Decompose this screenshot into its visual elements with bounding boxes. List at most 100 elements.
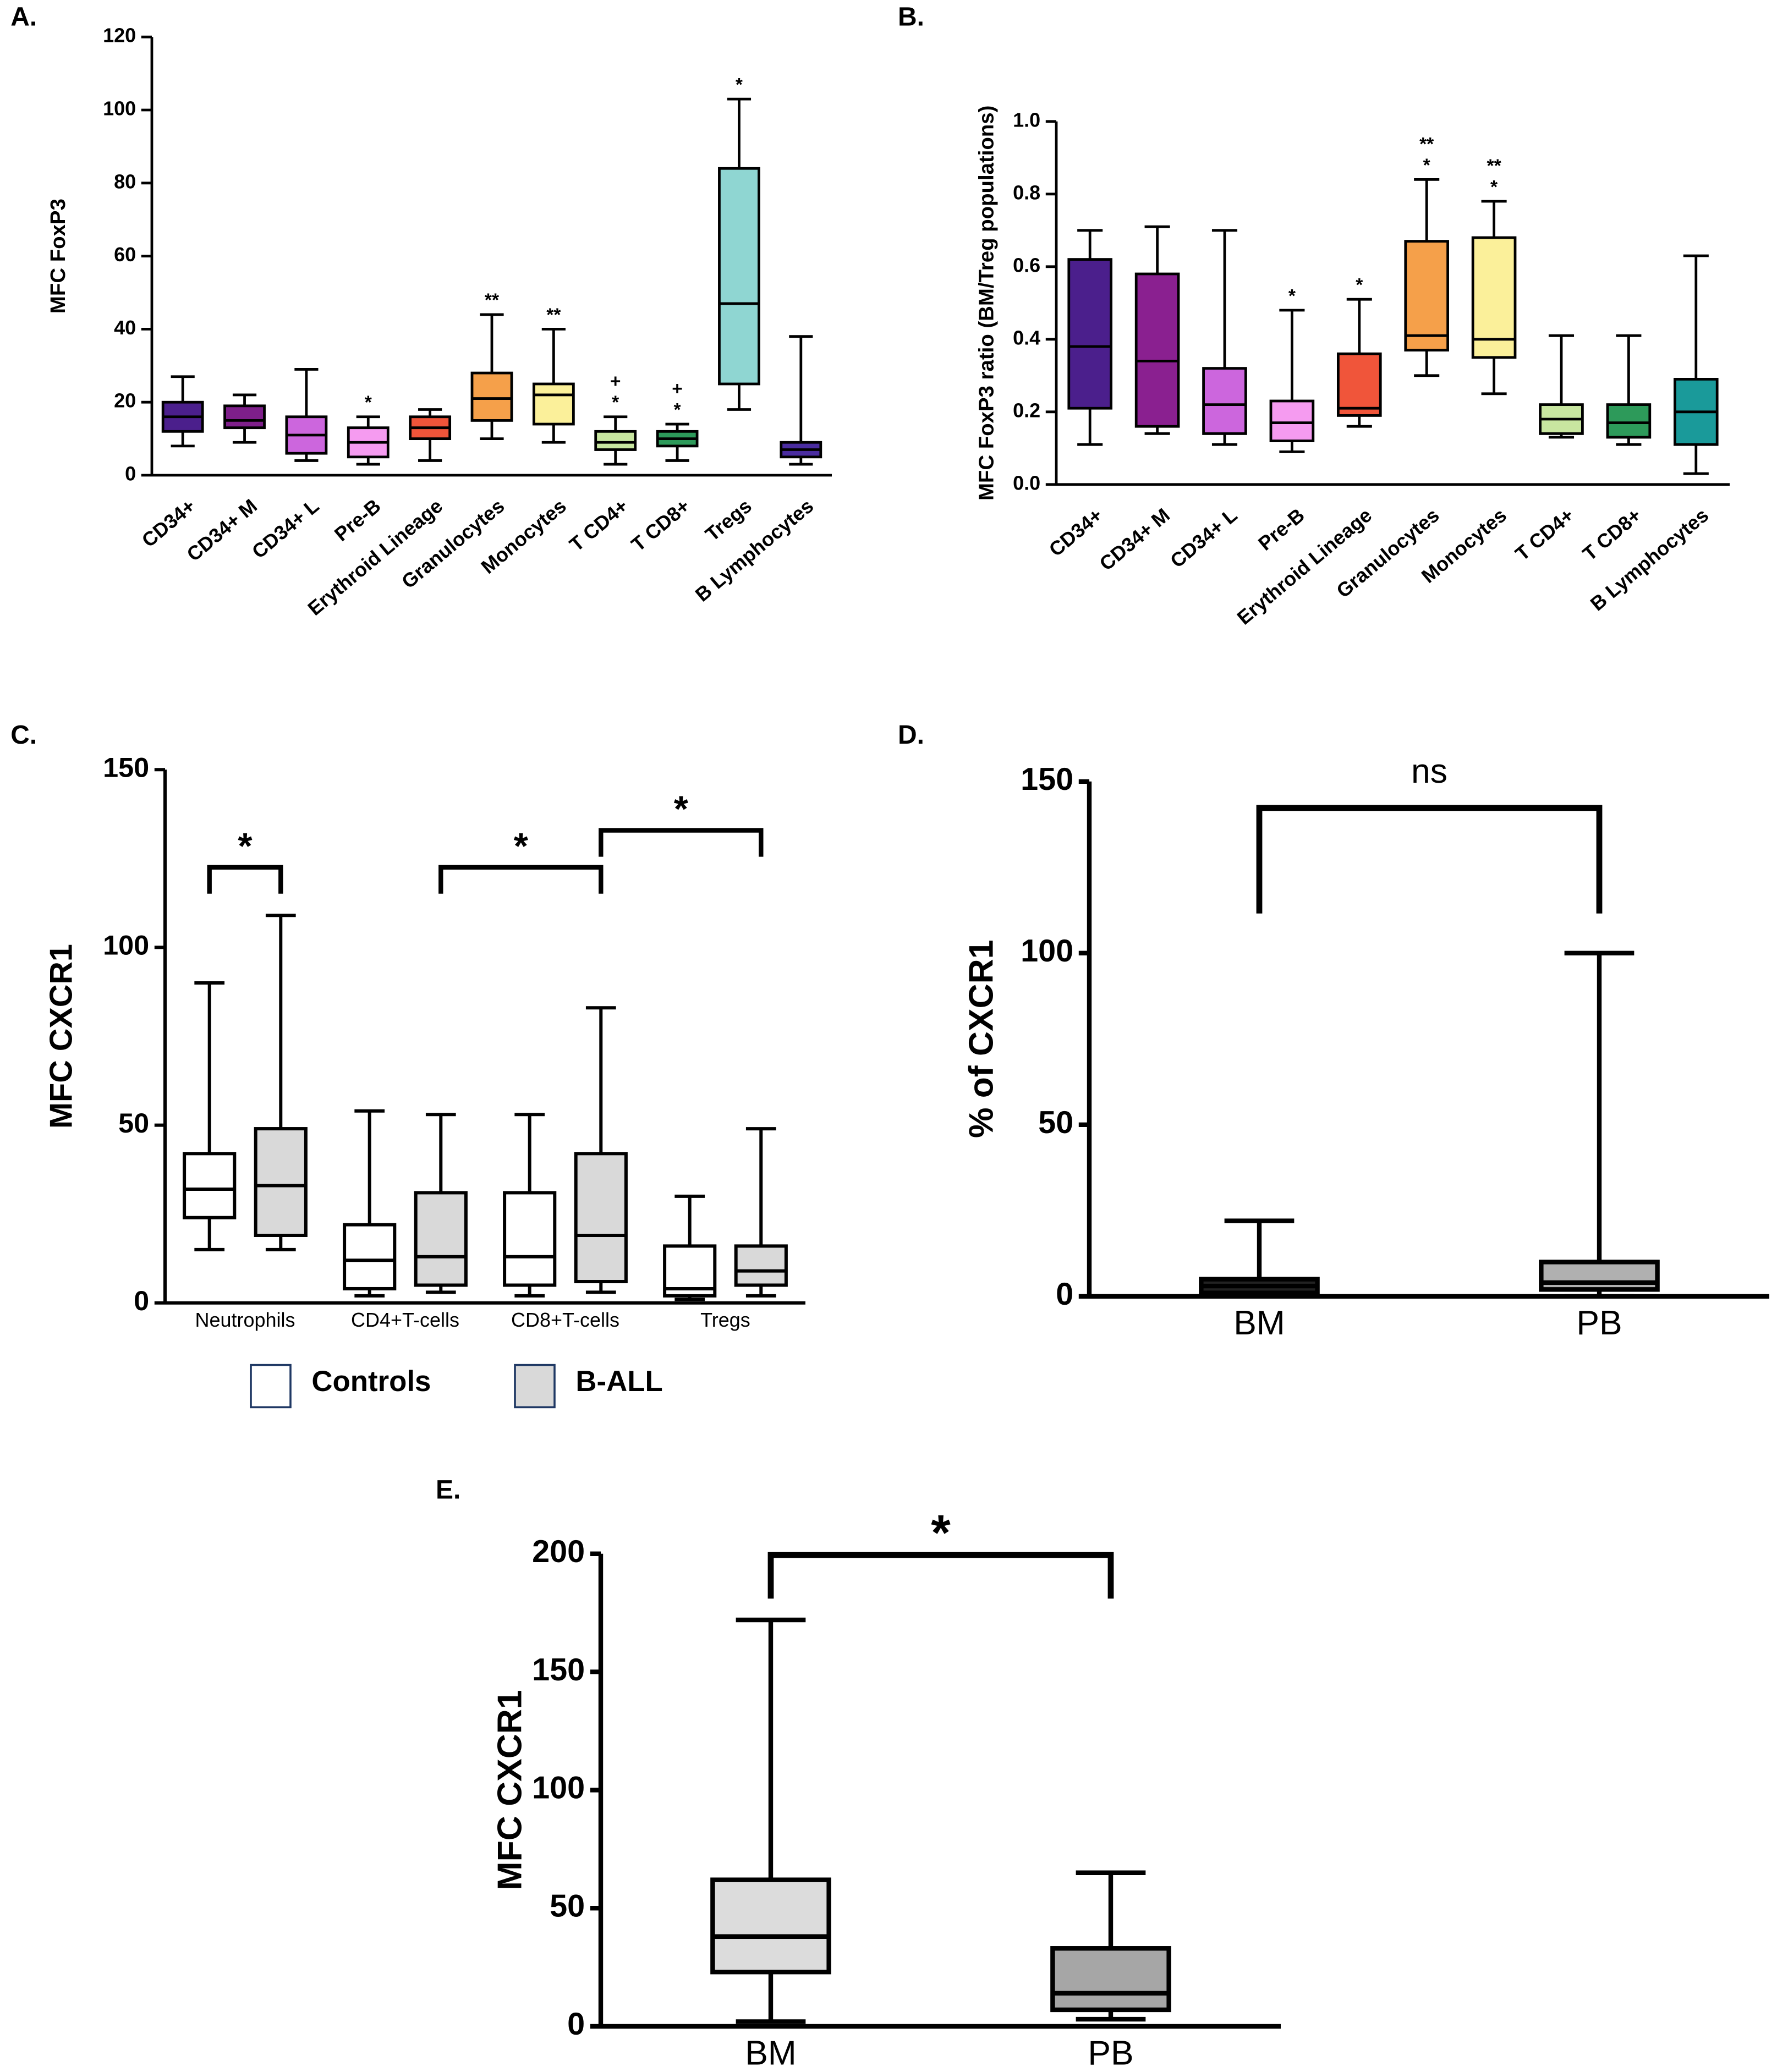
y-tick-label: 0 (125, 463, 136, 485)
box (1404, 240, 1449, 352)
x-tick-label: Neutrophils (195, 1309, 295, 1331)
panel-label: A. (10, 2, 37, 31)
x-tick-label: CD34+ L (1166, 504, 1241, 573)
x-tick-label: T CD4+ (565, 494, 632, 556)
y-axis-title: MFC CXCR1 (491, 1690, 529, 1890)
y-axis-title: MFC FoxP3 (46, 199, 70, 314)
y-tick-label: 150 (532, 1652, 585, 1688)
y-tick-label: 1.0 (1013, 108, 1040, 131)
significance-mark: + (672, 379, 683, 399)
x-tick-label: CD8+T-cells (511, 1309, 619, 1331)
y-axis-title: % of CXCR1 (962, 940, 1000, 1138)
box (718, 167, 760, 386)
x-tick-label: T CD8+ (627, 494, 694, 556)
x-tick-label: CD34+ M (1095, 504, 1174, 575)
significance-mark: * (674, 400, 682, 420)
y-tick-label: 80 (114, 170, 136, 193)
y-tick-label: 100 (103, 97, 136, 120)
panel-label: C. (10, 721, 37, 750)
y-tick-label: 120 (103, 24, 136, 47)
x-tick-label: BM (745, 2034, 797, 2072)
legend-swatch (250, 1364, 292, 1409)
x-tick-label: CD34+ L (248, 494, 323, 563)
x-tick-label: CD4+T-cells (351, 1309, 459, 1331)
bracket-label: * (238, 826, 253, 867)
y-tick-label: 40 (114, 316, 136, 339)
x-tick-label: B Lymphocytes (1586, 504, 1713, 615)
significance-mark: * (612, 393, 619, 413)
bracket-label: * (514, 826, 529, 867)
box (1067, 258, 1112, 410)
box (710, 1877, 831, 1975)
box (414, 1191, 468, 1287)
y-tick-label: 150 (103, 752, 149, 783)
box (503, 1191, 557, 1287)
box (594, 430, 637, 451)
legend-label: B-ALL (575, 1365, 662, 1398)
box (343, 1223, 397, 1290)
y-tick-label: 0.2 (1013, 399, 1040, 421)
box (1471, 236, 1517, 359)
significance-mark: * (736, 75, 743, 95)
y-tick-label: 100 (532, 1771, 585, 1806)
significance-bracket (207, 865, 283, 894)
y-tick-label: 0 (1056, 1277, 1073, 1312)
x-tick-label: Tregs (700, 1309, 750, 1331)
bracket-label: * (674, 789, 689, 830)
significance-bracket (767, 1552, 1114, 1599)
box (574, 1152, 628, 1284)
y-axis-title: MFC FoxP3 ratio (BM/Treg populations) (974, 106, 998, 501)
y-tick-label: 0.0 (1013, 471, 1040, 494)
significance-mark: * (1423, 155, 1431, 175)
y-tick-label: 50 (1038, 1105, 1073, 1140)
panel-label: E. (436, 1476, 460, 1505)
significance-mark: ** (1419, 134, 1434, 155)
y-tick-label: 0 (134, 1285, 149, 1316)
significance-mark: * (1356, 275, 1363, 295)
x-tick-label: Pre-B (1254, 504, 1309, 555)
legend-swatch (514, 1364, 556, 1409)
bracket-label: ns (1411, 752, 1447, 790)
box (1539, 1260, 1660, 1292)
box (1202, 367, 1247, 435)
significance-mark: * (1288, 286, 1296, 306)
significance-mark: ** (1487, 156, 1502, 176)
y-tick-label: 150 (1021, 762, 1073, 797)
x-tick-label: CD34+ (1045, 504, 1107, 561)
significance-mark: + (610, 371, 621, 392)
x-tick-label: Pre-B (330, 494, 385, 546)
panel-label: B. (898, 2, 924, 31)
legend-label: Controls (311, 1365, 431, 1398)
box (470, 371, 513, 422)
x-tick-label: T CD4+ (1511, 504, 1578, 565)
x-tick-label: PB (1088, 2034, 1133, 2072)
y-tick-label: 0.8 (1013, 181, 1040, 204)
significance-bracket (1256, 805, 1603, 914)
y-tick-label: 100 (1021, 933, 1073, 969)
box (532, 382, 575, 426)
box (1269, 399, 1315, 443)
y-axis-title: MFC CXCR1 (43, 944, 79, 1129)
y-tick-label: 200 (532, 1534, 585, 1569)
box (1134, 272, 1180, 428)
significance-mark: ** (546, 305, 561, 325)
y-tick-label: 0.4 (1013, 326, 1040, 349)
significance-mark: ** (485, 290, 500, 311)
box (223, 404, 266, 430)
y-tick-label: 50 (550, 1888, 585, 1923)
y-tick-label: 50 (118, 1107, 149, 1139)
y-tick-label: 100 (103, 930, 149, 961)
significance-mark: * (365, 393, 372, 413)
y-tick-label: 60 (114, 243, 136, 266)
box (254, 1127, 308, 1237)
y-tick-label: 0 (567, 2007, 585, 2042)
box (734, 1244, 788, 1287)
box (1050, 1946, 1171, 2013)
x-tick-label: Tregs (701, 494, 756, 546)
box (183, 1152, 237, 1219)
y-tick-label: 20 (114, 389, 136, 412)
significance-mark: * (1490, 177, 1498, 197)
x-tick-label: BM (1233, 1304, 1285, 1342)
